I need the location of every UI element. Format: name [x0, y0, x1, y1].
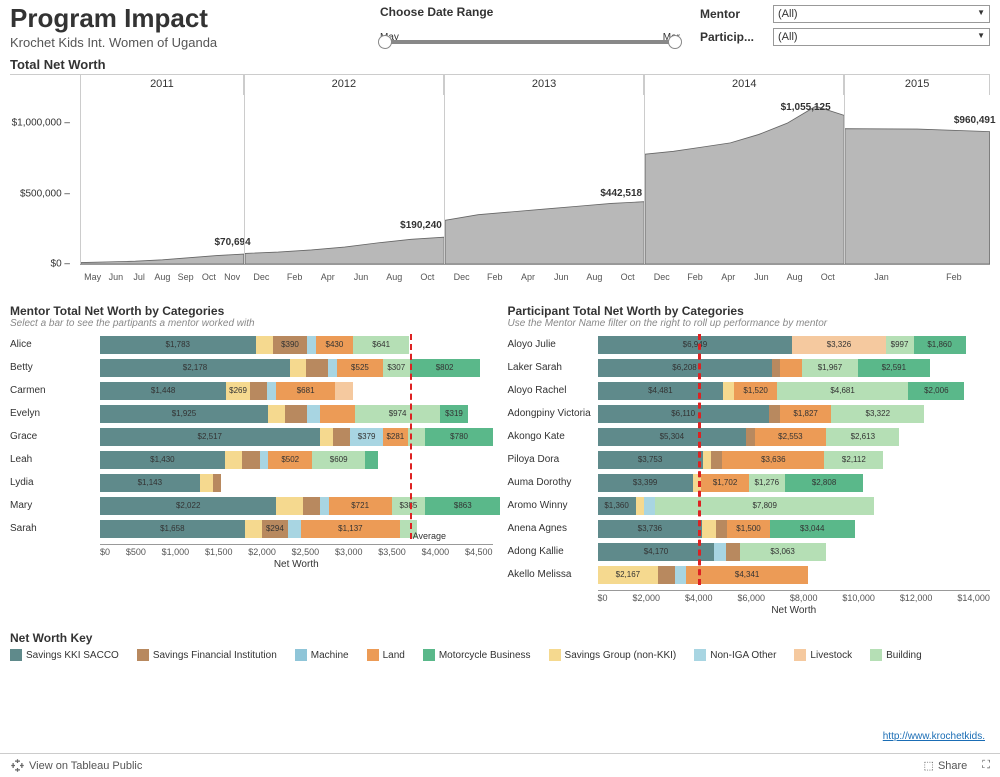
row-name: Laker Sarah [508, 362, 598, 373]
bar-row[interactable]: Betty $2,178$525$307$802 [10, 357, 493, 378]
row-name: Lydia [10, 477, 100, 488]
row-name: Akello Melissa [508, 569, 598, 580]
bar-row[interactable]: Auma Dorothy $3,399$1,702$1,276$2,808 [508, 472, 991, 493]
bar-row[interactable]: Grace $2,517$379$281$780 [10, 426, 493, 447]
date-range-label: Choose Date Range [380, 5, 680, 19]
bar-row[interactable]: Adong Kallie $4,170$3,063 [508, 541, 991, 562]
tableau-public-label: View on Tableau Public [29, 760, 142, 772]
legend-item: Livestock [794, 649, 852, 661]
bar-row[interactable]: Akello Melissa $2,167$4,341 [508, 564, 991, 585]
participant-select[interactable]: (All) [773, 28, 990, 46]
fullscreen-icon: ⛶ [982, 759, 990, 772]
row-name: Carmen [10, 385, 100, 396]
page-title: Program Impact [10, 5, 360, 31]
bar-row[interactable]: Laker Sarah $6,208$1,967$2,591 [508, 357, 991, 378]
bar-row[interactable]: Alice $1,783$390$430$641 [10, 334, 493, 355]
participant-chart[interactable]: Aloyo Julie $6,949$3,326$997$1,860 Laker… [508, 334, 991, 585]
row-name: Adongpiny Victoria [508, 408, 598, 419]
legend-item: Non-IGA Other [694, 649, 776, 661]
row-name: Mary [10, 500, 100, 511]
mentor-chart[interactable]: Alice $1,783$390$430$641 Betty $2,178$52… [10, 334, 493, 539]
row-name: Anena Agnes [508, 523, 598, 534]
row-name: Grace [10, 431, 100, 442]
bar-row[interactable]: Anena Agnes $3,736$1,500$3,044 [508, 518, 991, 539]
legend-title: Net Worth Key [10, 631, 990, 645]
tableau-public-link[interactable]: View on Tableau Public [10, 758, 142, 773]
row-name: Evelyn [10, 408, 100, 419]
row-name: Piloya Dora [508, 454, 598, 465]
row-name: Aloyo Rachel [508, 385, 598, 396]
row-name: Alice [10, 339, 100, 350]
bar-row[interactable]: Carmen $1,448$269$681 [10, 380, 493, 401]
row-name: Leah [10, 454, 100, 465]
participant-x-label: Net Worth [598, 605, 991, 616]
row-name: Aromo Winny [508, 500, 598, 511]
page-subtitle: Krochet Kids Int. Women of Uganda [10, 35, 360, 50]
bar-row[interactable]: Aromo Winny $1,360$7,809 [508, 495, 991, 516]
row-name: Adong Kallie [508, 546, 598, 557]
mentor-chart-subtitle: Select a bar to see the partipants a men… [10, 318, 493, 329]
mentor-filter-label: Mentor [700, 7, 765, 21]
tableau-icon [10, 758, 25, 773]
row-name: Aloyo Julie [508, 339, 598, 350]
mentor-select[interactable]: (All) [773, 5, 990, 23]
participant-chart-subtitle: Use the Mentor Name filter on the right … [508, 318, 991, 329]
row-name: Sarah [10, 523, 100, 534]
legend-item: Building [870, 649, 922, 661]
share-label: Share [938, 760, 967, 772]
area-chart[interactable]: 20112012201320142015 $0 –$500,000 –$1,00… [10, 74, 990, 294]
row-name: Auma Dorothy [508, 477, 598, 488]
bar-row[interactable]: Lydia $1,143 [10, 472, 493, 493]
bar-row[interactable]: Mary $2,022$721$385$863 [10, 495, 493, 516]
date-range-slider[interactable]: May Mar [380, 22, 680, 52]
bar-row[interactable]: Evelyn $1,925$974$319 [10, 403, 493, 424]
share-button[interactable]: ⬚ Share [924, 759, 968, 772]
legend-item: Machine [295, 649, 349, 661]
legend-item: Savings Group (non-KKI) [549, 649, 677, 661]
participant-filter-label: Particip... [700, 30, 765, 44]
fullscreen-button[interactable]: ⛶ [982, 759, 990, 772]
website-link[interactable]: http://www.krochetkids. [883, 731, 985, 742]
bar-row[interactable]: Aloyo Julie $6,949$3,326$997$1,860 [508, 334, 991, 355]
legend-item: Motorcycle Business [423, 649, 531, 661]
share-icon: ⬚ [924, 759, 934, 772]
legend-item: Land [367, 649, 405, 661]
bar-row[interactable]: Akongo Kate $5,304$2,553$2,613 [508, 426, 991, 447]
mentor-x-label: Net Worth [100, 559, 493, 570]
row-name: Akongo Kate [508, 431, 598, 442]
mentor-chart-title: Mentor Total Net Worth by Categories [10, 304, 493, 318]
bar-row[interactable]: Piloya Dora $3,753$3,636$2,112 [508, 449, 991, 470]
legend-item: Savings Financial Institution [137, 649, 277, 661]
legend-item: Savings KKI SACCO [10, 649, 119, 661]
bar-row[interactable]: Aloyo Rachel $4,481$1,520$4,681$2,006 [508, 380, 991, 401]
bar-row[interactable]: Adongpiny Victoria $6,110$1,827$3,322 [508, 403, 991, 424]
bar-row[interactable]: Leah $1,430$502$609 [10, 449, 493, 470]
row-name: Betty [10, 362, 100, 373]
area-chart-title: Total Net Worth [0, 52, 1000, 74]
participant-chart-title: Participant Total Net Worth by Categorie… [508, 304, 991, 318]
